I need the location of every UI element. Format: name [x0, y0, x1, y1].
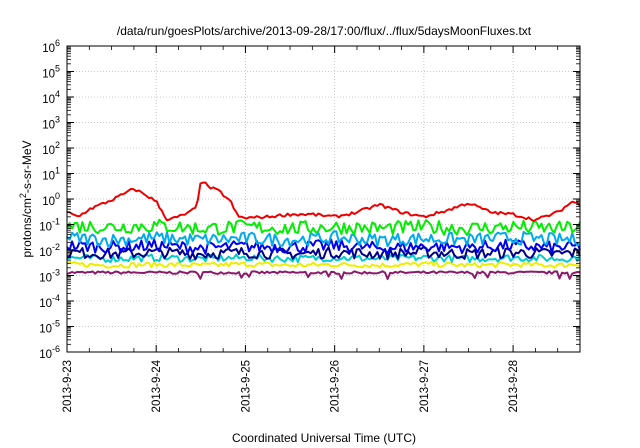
series-line [66, 181, 581, 223]
y-tick-label: 106 [42, 38, 60, 55]
y-tick-base: 10 [42, 120, 55, 132]
y-tick-base: 10 [39, 222, 52, 234]
y-tick-base: 10 [39, 298, 52, 310]
y-tick-exponent: -3 [52, 268, 60, 278]
y-tick-base: 10 [39, 273, 52, 285]
y-tick-base: 10 [42, 69, 55, 81]
y-tick-exponent: 6 [55, 38, 60, 48]
y-tick-labels: 10-610-510-410-310-210-11001011021031041… [39, 38, 60, 361]
x-tick-label: 2013-9-24 [151, 359, 163, 412]
x-tick-label: 2013-9-27 [419, 360, 431, 412]
y-tick-label: 10-3 [39, 268, 60, 285]
y-tick-exponent: -1 [52, 217, 60, 227]
series-line [66, 238, 581, 255]
y-tick-base: 10 [42, 171, 55, 183]
y-tick-label: 105 [42, 64, 60, 81]
y-tick-label: 104 [42, 89, 60, 106]
x-tick-label: 2013-9-25 [240, 360, 252, 412]
chart-title: /data/run/goesPlots/archive/2013-09-28/1… [117, 24, 532, 38]
x-tick-label: 2013-9-26 [330, 360, 342, 412]
y-tick-base: 10 [39, 349, 52, 361]
y-axis-label-suffix: -s-sr-MeV [20, 140, 34, 193]
y-tick-base: 10 [42, 94, 55, 106]
y-tick-label: 102 [42, 140, 60, 157]
y-tick-exponent: 4 [55, 89, 60, 99]
y-tick-exponent: -2 [52, 242, 60, 252]
y-tick-label: 10-5 [39, 319, 60, 336]
y-tick-label: 103 [42, 115, 60, 132]
y-axis-label-prefix: protons/cm [20, 198, 34, 257]
y-tick-label: 101 [42, 166, 60, 183]
y-tick-label: 10-2 [39, 242, 60, 259]
y-tick-exponent: -4 [52, 293, 60, 303]
grid-lines [67, 46, 580, 352]
series-line [66, 260, 581, 269]
y-tick-base: 10 [42, 43, 55, 55]
y-axis-label: protons/cm2-s-sr-MeV [18, 140, 34, 257]
x-tick-labels: 2013-9-23 2013-9-24 2013-9-25 2013-9-26 2013… [62, 359, 520, 412]
y-tick-base: 10 [39, 324, 52, 336]
y-tick-exponent: 0 [55, 191, 60, 201]
y-tick-label: 10-4 [39, 293, 60, 310]
series-layer [66, 181, 581, 280]
x-axis-label: Coordinated Universal Time (UTC) [232, 431, 416, 445]
y-axis-label-sup: 2 [18, 193, 28, 198]
y-tick-exponent: 5 [55, 64, 60, 74]
y-tick-base: 10 [42, 196, 55, 208]
y-tick-label: 100 [42, 191, 60, 208]
x-tick-label: 2013-9-23 [62, 360, 74, 412]
series-line [66, 218, 581, 236]
y-tick-base: 10 [39, 247, 52, 259]
series-line [66, 253, 581, 264]
y-tick-label: 10-6 [39, 344, 60, 361]
axis-ticks [66, 45, 580, 353]
y-tick-base: 10 [42, 145, 55, 157]
y-tick-exponent: 3 [55, 115, 60, 125]
y-tick-label: 10-1 [39, 217, 60, 234]
series-line [66, 270, 581, 280]
y-tick-exponent: -5 [52, 319, 60, 329]
series-line [66, 230, 581, 248]
x-tick-label: 2013-9-28 [508, 360, 520, 412]
y-tick-exponent: -6 [52, 344, 60, 354]
y-tick-exponent: 1 [55, 166, 60, 176]
y-tick-exponent: 2 [55, 140, 60, 150]
